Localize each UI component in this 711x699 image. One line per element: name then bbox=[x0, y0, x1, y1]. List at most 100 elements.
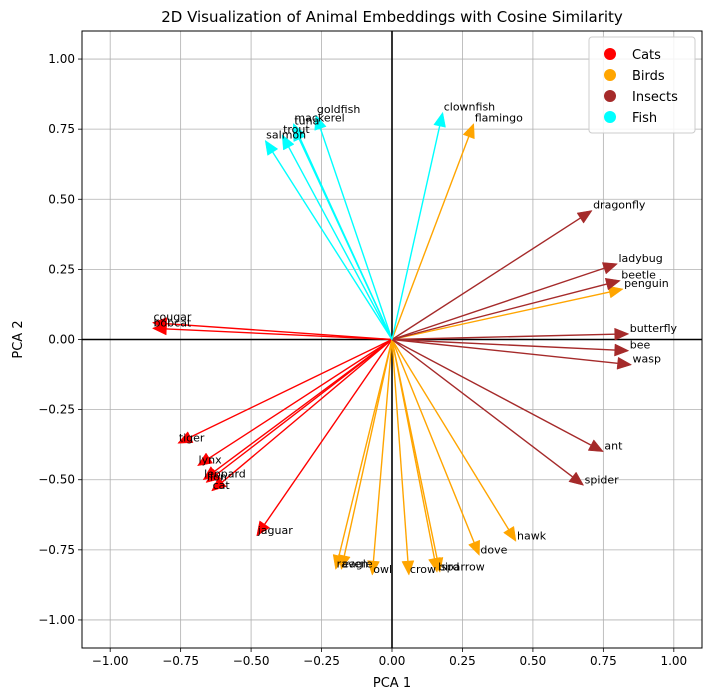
arrow-shaft-bee bbox=[391, 338, 615, 351]
arrow-head-lynx bbox=[197, 452, 213, 467]
arrow-head-lion bbox=[205, 468, 222, 483]
arrow-shaft-hawk bbox=[391, 339, 510, 530]
y-tick-label: −0.75 bbox=[38, 543, 75, 557]
legend-label-cats: Cats bbox=[632, 48, 661, 63]
arrow-shaft-trout bbox=[288, 146, 393, 340]
arrow-head-penguin bbox=[607, 285, 624, 299]
point-label-tiger: tiger bbox=[179, 431, 205, 444]
arrow-head-beetle bbox=[604, 277, 621, 291]
y-axis-title: PCA 2 bbox=[11, 320, 26, 358]
point-label-lion: lion bbox=[207, 471, 227, 484]
arrow-head-dove bbox=[468, 539, 480, 557]
point-label-clownfish: clownfish bbox=[444, 100, 495, 113]
x-tick-label: 0.75 bbox=[590, 654, 617, 668]
legend-box bbox=[588, 36, 696, 134]
point-label-mackerel: mackerel bbox=[294, 112, 344, 125]
point-label-ladybug: ladybug bbox=[618, 252, 662, 265]
arrow-shaft-cat bbox=[221, 338, 393, 483]
arrow-shaft-tuna bbox=[298, 138, 393, 340]
legend-marker-birds bbox=[604, 69, 616, 81]
arrow-head-owl bbox=[367, 560, 380, 576]
point-label-eagle: eagle bbox=[342, 557, 373, 570]
arrow-shaft-raven bbox=[338, 339, 393, 557]
point-label-crow: crow bbox=[410, 563, 436, 576]
legend-marker-cats bbox=[604, 48, 616, 60]
x-tick-label: −0.50 bbox=[233, 654, 270, 668]
legend-label-birds: Birds bbox=[632, 69, 665, 84]
arrow-head-clownfish bbox=[433, 111, 446, 128]
point-label-wasp: wasp bbox=[633, 353, 661, 366]
point-label-dove: dove bbox=[480, 543, 507, 556]
arrow-head-spider bbox=[568, 471, 585, 486]
arrow-shaft-bird bbox=[391, 339, 436, 559]
arrow-head-hawk bbox=[503, 525, 517, 542]
arrow-shaft-jaguar bbox=[264, 339, 393, 525]
x-tick-label: 0.25 bbox=[449, 654, 476, 668]
arrow-shaft-cougar bbox=[166, 322, 393, 341]
point-label-bobcat: bobcat bbox=[153, 316, 191, 329]
tick-labels: −1.00 −0.75 −0.50 −0.25 0.00 0.25 0.50 0.75 1.00… bbox=[38, 52, 687, 668]
arrow-shaft-beetle bbox=[391, 283, 607, 341]
legend-marker-insects bbox=[604, 90, 616, 102]
point-label-trout: trout bbox=[283, 123, 310, 136]
point-label-cougar: cougar bbox=[153, 311, 191, 324]
arrow-head-flamingo bbox=[462, 122, 475, 140]
point-label-lynx: lynx bbox=[199, 454, 223, 467]
arrow-shaft-clownfish bbox=[391, 125, 441, 340]
arrow-head-ant bbox=[587, 439, 604, 452]
arrow-shaft-eagle bbox=[343, 339, 393, 556]
point-label-sparrow: sparrow bbox=[441, 560, 485, 573]
arrow-head-bird bbox=[428, 557, 441, 573]
arrow-head-bee bbox=[614, 343, 630, 357]
arrow-head-bobcat bbox=[151, 322, 167, 336]
arrow-shaft-crow bbox=[391, 339, 409, 562]
point-label-beetle: beetle bbox=[621, 269, 656, 282]
arrow-head-cat bbox=[211, 476, 227, 492]
chart-title: 2D Visualization of Animal Embeddings wi… bbox=[161, 8, 623, 26]
y-tick-label: −1.00 bbox=[38, 613, 75, 627]
arrow-head-trout bbox=[281, 134, 295, 151]
arrow-shaft-lion bbox=[216, 338, 393, 475]
point-label-raven: raven bbox=[337, 557, 369, 570]
arrow-head-goldfish bbox=[314, 114, 327, 131]
y-tick-label: 0.50 bbox=[48, 192, 75, 206]
y-tick-label: −0.50 bbox=[38, 473, 75, 487]
x-tick-label: −0.75 bbox=[162, 654, 199, 668]
arrow-head-salmon bbox=[264, 139, 279, 156]
point-label-tuna: tuna bbox=[294, 114, 319, 127]
arrow-shaft-tiger bbox=[190, 338, 393, 438]
arrow-shaft-goldfish bbox=[319, 128, 393, 340]
arrow-shaft-penguin bbox=[391, 291, 610, 341]
arrow-head-tuna bbox=[293, 125, 306, 142]
arrow-head-dragonfly bbox=[576, 210, 593, 224]
y-tick-label: 0.25 bbox=[48, 262, 75, 276]
arrow-shaft-butterfly bbox=[391, 333, 615, 341]
arrow-shaft-flamingo bbox=[391, 136, 470, 340]
point-label-hawk: hawk bbox=[517, 529, 547, 542]
arrow-head-butterfly bbox=[614, 327, 630, 341]
point-label-butterfly: butterfly bbox=[630, 322, 678, 335]
arrow-head-crow bbox=[401, 560, 415, 576]
y-tick-label: 0.00 bbox=[48, 333, 75, 347]
x-tick-label: −1.00 bbox=[92, 654, 129, 668]
arrow-shaft-lynx bbox=[208, 338, 393, 459]
x-tick-label: 0.00 bbox=[379, 654, 406, 668]
point-label-owl: owl bbox=[373, 563, 392, 576]
arrow-shaft-ladybug bbox=[391, 267, 605, 341]
y-tick-label: 1.00 bbox=[48, 52, 75, 66]
point-label-bird: bird bbox=[438, 560, 459, 573]
arrow-shaft-bobcat bbox=[166, 328, 393, 341]
x-tick-label: 0.50 bbox=[520, 654, 547, 668]
legend-label-fish: Fish bbox=[632, 111, 657, 126]
arrow-head-wasp bbox=[616, 356, 633, 370]
arrow-shaft-spider bbox=[391, 338, 573, 478]
point-label-salmon: salmon bbox=[266, 128, 306, 141]
arrow-shaft-owl bbox=[372, 339, 393, 562]
arrow-shaft-dove bbox=[391, 339, 475, 543]
y-tick-label: 0.75 bbox=[48, 122, 75, 136]
x-axis-title: PCA 1 bbox=[373, 676, 411, 691]
embedding-arrows bbox=[151, 111, 633, 576]
point-label-leopard: leopard bbox=[204, 468, 246, 481]
